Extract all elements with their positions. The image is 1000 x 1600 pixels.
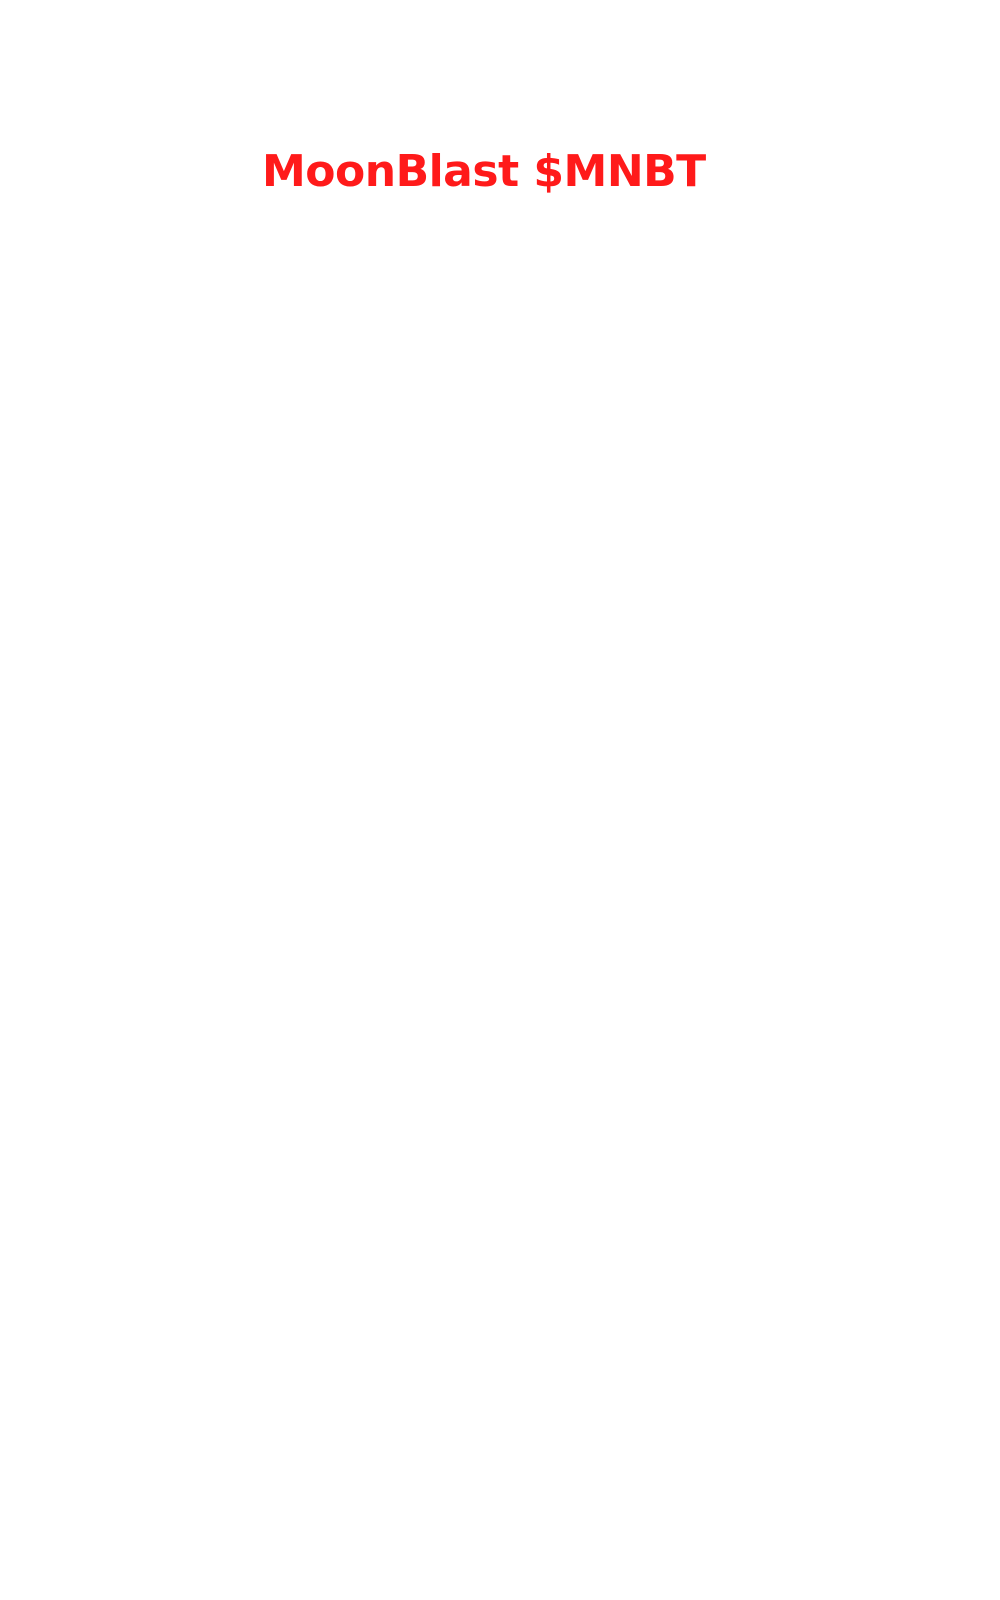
page-title: MoonBlast $MNBT — [262, 146, 706, 197]
